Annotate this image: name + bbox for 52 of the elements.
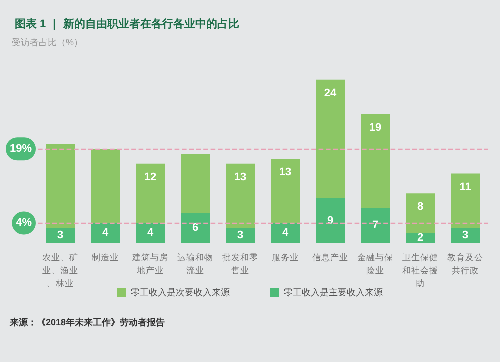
data-label: 4 (147, 227, 154, 240)
x-tick-label: 教育及公共行政 (448, 252, 484, 276)
data-label: 11 (460, 181, 472, 194)
source-note: 来源：《2018年未来工作》劳动者报告 (9, 318, 166, 328)
bar (226, 228, 255, 243)
data-label: 3 (237, 230, 244, 242)
bar (451, 174, 480, 228)
x-tick-label: 信息产业 (312, 252, 348, 262)
data-label: 12 (144, 171, 157, 184)
bar (46, 228, 75, 243)
data-label: 2 (417, 232, 424, 244)
data-label: 3 (57, 230, 64, 242)
data-label: 8 (417, 201, 424, 214)
data-label: 13 (234, 171, 247, 184)
bar (316, 80, 345, 199)
data-label: 19 (369, 122, 382, 134)
data-label: 13 (279, 166, 292, 178)
bar (406, 233, 435, 243)
bar (91, 223, 120, 243)
bar (181, 213, 210, 243)
legend-label: 零工收入是次要收入来源 (131, 288, 230, 298)
x-tick-label: 运输和物流业 (178, 252, 214, 276)
data-label: 4 (282, 227, 290, 240)
bar (316, 198, 345, 243)
x-tick-label: 农业、矿业、渔业、林业 (42, 252, 78, 288)
ref-line-label: 4% (16, 217, 32, 230)
x-tick-label: 批发和零售业 (222, 252, 258, 276)
bar (91, 149, 120, 224)
bar (361, 114, 390, 208)
ref-line-label: 19% (10, 143, 32, 156)
x-tick-label: 制造业 (92, 252, 119, 262)
data-label: 24 (324, 87, 338, 100)
bar (361, 208, 390, 243)
legend-label: 零工收入是主要收入来源 (284, 288, 383, 298)
bar (181, 154, 210, 214)
data-label: 6 (192, 222, 199, 234)
bar (46, 144, 75, 228)
bar (226, 164, 255, 228)
bar (271, 223, 300, 243)
y-axis-title: 受访者占比（%） (12, 38, 84, 48)
bar (271, 158, 300, 224)
x-tick-label: 建筑与房地产业 (132, 252, 168, 276)
bar (451, 228, 480, 243)
data-label: 4 (102, 227, 110, 240)
bar (406, 194, 435, 234)
chart-title: 图表 1 ｜ 新的自由职业者在各行各业中的占比 (15, 18, 240, 30)
bar (136, 223, 165, 243)
data-label: 3 (462, 230, 469, 242)
x-tick-label: 服务业 (272, 252, 299, 262)
bar (136, 164, 165, 224)
x-tick-label: 金融与保险业 (358, 252, 394, 276)
x-tick-label: 卫生保健和社会援助 (402, 252, 438, 288)
